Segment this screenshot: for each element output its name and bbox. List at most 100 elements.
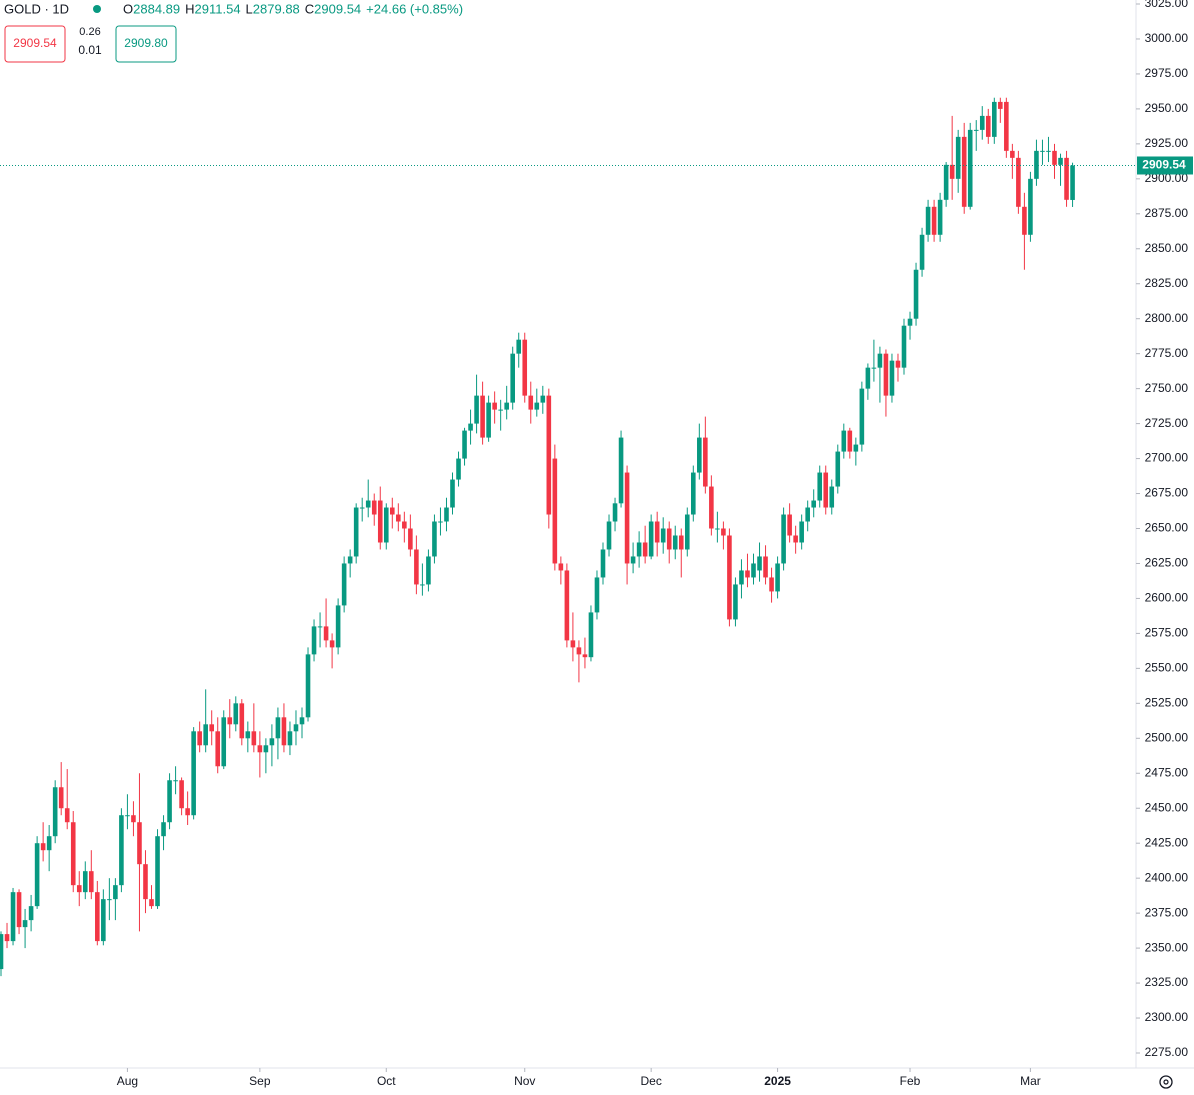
candle-body (76, 885, 82, 893)
candle-body (546, 395, 552, 515)
y-tick-label: 2725.00 (1145, 416, 1189, 430)
candle-body (913, 269, 919, 319)
candle-body (390, 507, 395, 515)
candle-body (805, 507, 810, 522)
candle-body (113, 885, 118, 900)
y-tick-label: 2900.00 (1145, 171, 1189, 185)
candle-body (1040, 150, 1045, 152)
candle-body (618, 437, 624, 504)
candle-body (901, 325, 907, 368)
candle-body (895, 360, 901, 368)
buy-price: 2909.80 (124, 36, 168, 50)
candle-body (691, 472, 696, 515)
candle-body (269, 738, 275, 746)
candle-body (311, 626, 317, 655)
y-tick-label: 2375.00 (1145, 905, 1189, 919)
candle-body (40, 843, 46, 851)
candle-body (733, 584, 738, 620)
x-tick-label: Sep (249, 1074, 271, 1088)
candle-body (582, 654, 588, 658)
candle-body (426, 556, 431, 585)
candle-body (1046, 150, 1051, 152)
legend-key: O (123, 1, 133, 16)
candle-body (931, 206, 937, 235)
y-tick-label: 2825.00 (1145, 276, 1189, 290)
last-price-label: 2909.54 (1142, 158, 1186, 172)
buy-button[interactable] (115, 25, 177, 63)
candle-body (498, 409, 503, 411)
y-tick-label: 2475.00 (1145, 765, 1189, 779)
candle-body (396, 514, 401, 522)
candle-body (251, 731, 257, 746)
x-tick-label: Oct (377, 1074, 396, 1088)
x-tick-label: Nov (514, 1074, 535, 1088)
candle-body (149, 899, 154, 907)
candle-body (107, 899, 112, 901)
settings-icon[interactable] (1159, 1075, 1173, 1089)
candle-body (558, 563, 564, 571)
y-tick-label: 2525.00 (1145, 696, 1189, 710)
candle-body (58, 787, 64, 809)
candle-body (907, 318, 913, 326)
candle-body (769, 577, 774, 592)
candle-body (648, 521, 654, 557)
candle-body (239, 703, 245, 739)
candle-body (1034, 150, 1039, 179)
market-status[interactable] (93, 5, 101, 13)
candle-body (179, 780, 184, 809)
candle-body (492, 402, 497, 410)
candle-body (889, 360, 895, 396)
legend-key: H (185, 1, 194, 16)
candle-body (347, 556, 353, 564)
candle-body (1016, 157, 1021, 207)
spread: 0.26 (79, 26, 100, 38)
candle-body (817, 472, 823, 501)
candle-body (46, 836, 52, 851)
sell-button[interactable] (4, 25, 66, 63)
candle-body (173, 780, 178, 782)
x-tick-label: Mar (1020, 1074, 1041, 1088)
candle-body (877, 353, 883, 368)
y-tick-label: 2400.00 (1145, 870, 1189, 884)
candle-body (678, 535, 684, 550)
candle-body (402, 521, 407, 529)
candle-body (998, 101, 1003, 109)
candle-body (0, 934, 4, 970)
candle-body (739, 570, 744, 585)
candle-body (227, 717, 233, 725)
symbol: GOLD · 1D (4, 1, 69, 16)
candle-body (745, 570, 750, 578)
candle-body (703, 437, 708, 487)
candle-body (365, 500, 371, 508)
candle-body (715, 528, 720, 530)
candle-body (883, 353, 889, 396)
candle-body (961, 136, 967, 207)
y-tick-label: 2775.00 (1145, 346, 1189, 360)
x-tick-label: 2025 (764, 1074, 791, 1088)
candle-body (811, 500, 816, 508)
sell-price: 2909.54 (13, 36, 57, 50)
trade-panel: 2909.54 0.26 0.01 2909.80 (4, 25, 177, 63)
candle-body (119, 815, 124, 886)
candle-body (967, 129, 973, 207)
candle-body (564, 570, 570, 641)
candle-body (203, 724, 208, 746)
settings-gear[interactable] (1159, 1075, 1173, 1089)
plot-area (0, 97, 1075, 977)
candle-body (919, 234, 925, 270)
candle-body (552, 458, 558, 564)
candle-body (594, 577, 600, 613)
candle-body (462, 430, 467, 459)
candle-body (1070, 165, 1075, 200)
y-tick-label: 2700.00 (1145, 451, 1189, 465)
candle-body (781, 514, 786, 564)
candle-body (697, 437, 702, 473)
candle-body (751, 563, 756, 578)
candle-body (937, 199, 943, 235)
candle-body (52, 787, 58, 837)
candle-body (383, 507, 389, 543)
candle-body (522, 339, 528, 396)
candle-body (654, 521, 660, 543)
spread: 0.01 (78, 43, 102, 57)
y-tick-label: 2350.00 (1145, 940, 1189, 954)
